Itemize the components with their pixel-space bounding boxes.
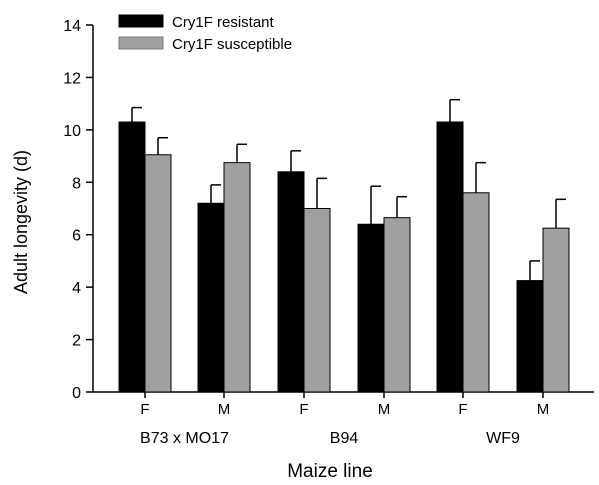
legend-swatch [118,36,164,50]
bar-resistant [516,280,544,393]
group-label: B73 x MO17 [140,430,229,447]
bars [118,98,570,393]
x-axis-label: Maize line [287,461,373,482]
y-tick-label: 10 [63,123,81,140]
group-label: B94 [330,430,359,447]
y-tick-label: 0 [72,385,81,402]
y-tick-label: 4 [72,280,81,297]
x-tick-label: M [537,401,550,418]
y-ticks: 0 2 4 6 8 10 12 14 [63,18,93,402]
bar-susceptible [144,154,172,393]
bar-resistant [118,121,146,393]
bar-susceptible [542,227,570,393]
y-tick-label: 8 [72,175,81,192]
bar-susceptible [383,217,411,393]
x-tick-label: M [218,401,231,418]
bar-resistant [436,121,464,393]
legend-swatch [118,14,164,28]
bar-susceptible [462,192,490,393]
x-tick-label: F [299,401,308,418]
group-label: WF9 [486,430,520,447]
bar-resistant [197,202,225,393]
y-tick-label: 12 [63,70,81,87]
y-tick-label: 14 [63,18,81,35]
bar-resistant [357,223,385,393]
axes [92,25,594,393]
bar-susceptible [223,162,251,393]
x-tick-label: F [458,401,467,418]
x-tick-label: F [140,401,149,418]
x-tick-labels: F M F M F M B73 x MO17 B94 WF9 [140,392,549,447]
y-tick-label: 2 [72,333,81,350]
y-tick-label: 6 [72,228,81,245]
legend: Cry1F resistant Cry1F susceptible [118,14,292,53]
legend-label: Cry1F resistant [172,14,275,31]
y-axis-label: Adult longevity (d) [11,150,31,294]
x-tick-label: M [378,401,391,418]
legend-label: Cry1F susceptible [172,36,292,53]
bar-resistant [277,171,305,393]
bar-susceptible [303,208,331,393]
